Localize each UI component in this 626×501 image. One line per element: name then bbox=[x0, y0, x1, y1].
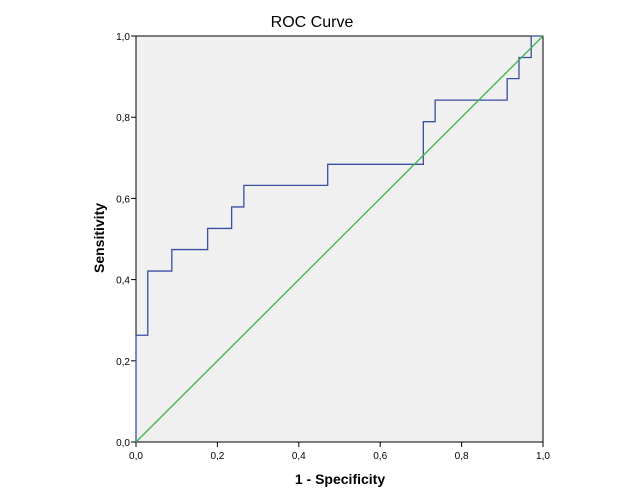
x-tick-label: 0,8 bbox=[455, 451, 469, 462]
y-tick-label: 1,0 bbox=[116, 32, 130, 43]
x-tick-label: 0,4 bbox=[292, 451, 306, 462]
y-tick-label: 0,0 bbox=[116, 438, 130, 449]
chart-title: ROC Curve bbox=[271, 14, 354, 31]
series-layer bbox=[135, 35, 544, 443]
y-tick-label: 0,8 bbox=[116, 113, 130, 124]
x-tick-label: 0,2 bbox=[210, 451, 224, 462]
axis-ticks: 0,0 0,2 0,4 0,6 0,8 1,0 0,0 0,2 0,4 0,6 0,8 1,0 bbox=[116, 32, 550, 462]
y-tick-label: 0,6 bbox=[116, 194, 130, 205]
reference-diagonal-line bbox=[135, 35, 544, 443]
y-tick-label: 0,4 bbox=[116, 276, 130, 287]
roc-curve-line bbox=[135, 35, 543, 442]
x-axis-title: 1 - Specificity bbox=[295, 471, 385, 487]
y-tick-label: 0,2 bbox=[116, 357, 130, 368]
y-axis-title: Sensitivity bbox=[91, 203, 107, 273]
x-tick-label: 0,0 bbox=[129, 451, 143, 462]
x-tick-label: 0,6 bbox=[373, 451, 387, 462]
x-tick-label: 1,0 bbox=[536, 451, 550, 462]
